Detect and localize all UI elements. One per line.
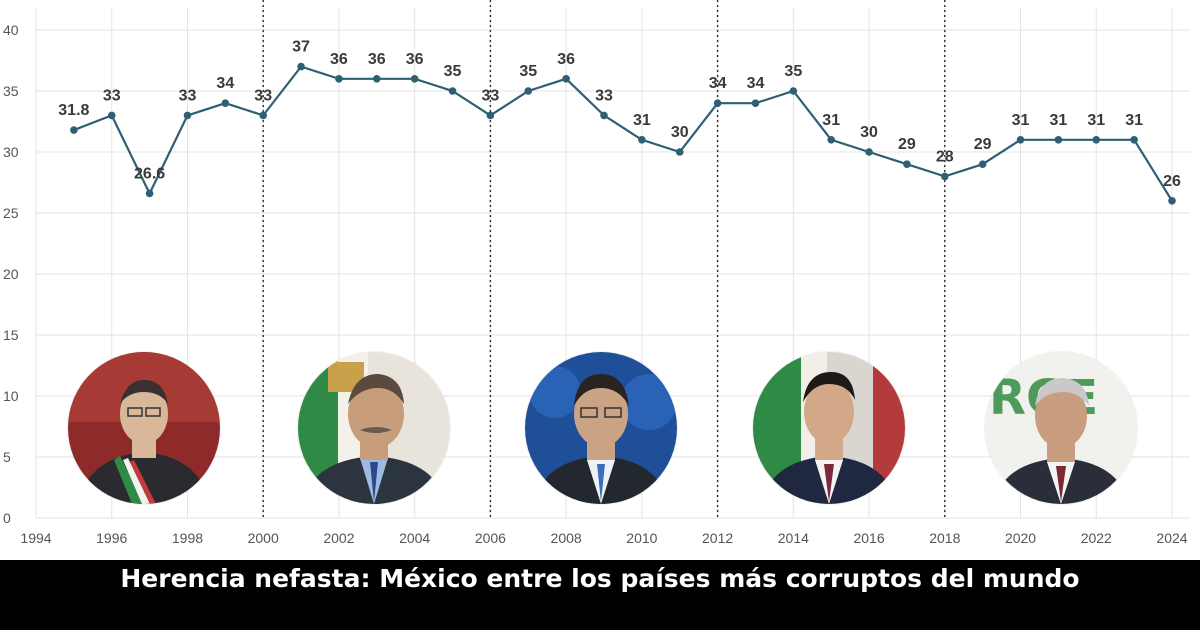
data-label: 31 xyxy=(633,112,651,129)
data-label: 30 xyxy=(860,124,878,141)
data-label: 36 xyxy=(368,51,386,68)
data-point xyxy=(410,75,419,83)
data-label: 33 xyxy=(179,87,197,104)
data-label: 28 xyxy=(936,148,954,165)
caption-title: Herencia nefasta: México entre los paíse… xyxy=(120,564,1080,593)
line-chart: 0 5 10 15 20 25 30 35 40 1994 1996 1998 2000 2002 2004… xyxy=(3,0,1190,546)
data-label: 29 xyxy=(898,136,916,153)
data-label: 36 xyxy=(330,51,348,68)
data-point xyxy=(524,87,533,95)
data-label: 31 xyxy=(1125,112,1143,129)
x-tick-label: 2010 xyxy=(626,530,657,546)
x-tick-label: 2018 xyxy=(929,530,960,546)
data-label: 31 xyxy=(1012,112,1030,129)
data-point xyxy=(107,111,116,120)
data-label: 34 xyxy=(216,75,234,92)
data-point xyxy=(1130,136,1138,144)
portrait-president-2 xyxy=(298,352,450,504)
data-label: 34 xyxy=(709,75,727,92)
y-tick-label: 15 xyxy=(3,327,19,343)
data-label: 33 xyxy=(254,87,272,104)
caption-bar: Herencia nefasta: México entre los paíse… xyxy=(0,560,1200,630)
data-point xyxy=(70,126,78,134)
data-point xyxy=(373,75,381,83)
data-point xyxy=(865,148,873,156)
x-tick-label: 1994 xyxy=(20,530,51,546)
data-label: 33 xyxy=(595,87,613,104)
y-tick-label: 25 xyxy=(3,205,19,221)
data-point xyxy=(789,87,798,95)
data-label: 29 xyxy=(974,136,992,153)
data-label: 35 xyxy=(444,63,462,80)
y-tick-label: 30 xyxy=(3,144,19,160)
data-label: 33 xyxy=(103,87,121,104)
series-line xyxy=(73,65,1173,202)
chart-area: 0 5 10 15 20 25 30 35 40 1994 1996 1998 2000 2002 2004… xyxy=(3,0,1190,546)
data-point xyxy=(600,111,608,120)
data-point xyxy=(448,87,457,95)
data-label: 26 xyxy=(1163,173,1181,190)
x-tick-label: 2000 xyxy=(248,530,279,546)
data-point xyxy=(221,99,230,107)
data-point xyxy=(486,111,495,120)
data-point xyxy=(1168,197,1176,205)
data-point xyxy=(1016,136,1025,144)
x-tick-label: 2016 xyxy=(853,530,884,546)
portrait-president-1 xyxy=(68,352,220,504)
data-point xyxy=(827,136,835,144)
data-label: 26.6 xyxy=(134,165,165,182)
portrait-president-5: RGE xyxy=(985,352,1137,504)
y-tick-label: 20 xyxy=(3,266,19,282)
data-label: 31.8 xyxy=(58,102,89,119)
data-point xyxy=(978,160,987,168)
data-point xyxy=(751,99,760,107)
data-point xyxy=(183,111,192,120)
data-label: 36 xyxy=(557,51,575,68)
x-tick-label: 2022 xyxy=(1081,530,1112,546)
data-label: 36 xyxy=(406,51,424,68)
data-label: 31 xyxy=(1087,112,1105,129)
data-label: 35 xyxy=(519,63,537,80)
x-tick-label: 2014 xyxy=(778,530,809,546)
y-tick-label: 40 xyxy=(3,22,19,38)
x-tick-label: 2004 xyxy=(399,530,430,546)
data-label: 31 xyxy=(1050,112,1068,129)
y-tick-label: 35 xyxy=(3,83,19,99)
y-tick-label: 5 xyxy=(3,449,11,465)
x-tick-label: 1998 xyxy=(172,530,203,546)
data-point xyxy=(941,172,949,181)
data-point xyxy=(1054,136,1063,144)
data-point xyxy=(638,136,646,144)
data-point xyxy=(335,75,343,83)
data-point xyxy=(297,62,305,71)
data-point xyxy=(562,75,570,83)
data-label: 31 xyxy=(822,112,840,129)
data-point xyxy=(259,111,268,120)
x-tick-label: 2006 xyxy=(475,530,506,546)
data-label: 34 xyxy=(747,75,765,92)
data-label: 33 xyxy=(482,87,500,104)
y-tick-label: 10 xyxy=(3,388,19,404)
x-tick-label: 2024 xyxy=(1156,530,1187,546)
y-tick-label: 0 xyxy=(3,510,11,526)
data-label: 30 xyxy=(671,124,689,141)
x-tick-label: 2008 xyxy=(551,530,582,546)
portrait-president-3 xyxy=(525,352,677,504)
data-point xyxy=(145,189,154,198)
data-point xyxy=(713,99,722,107)
x-tick-label: 1996 xyxy=(96,530,127,546)
data-point xyxy=(675,148,684,156)
x-tick-label: 2020 xyxy=(1005,530,1036,546)
x-tick-label: 2012 xyxy=(702,530,733,546)
data-label: 37 xyxy=(292,39,310,56)
data-point xyxy=(1092,136,1101,144)
x-tick-label: 2002 xyxy=(323,530,354,546)
data-label: 35 xyxy=(784,63,802,80)
data-point xyxy=(903,160,911,168)
portrait-president-4 xyxy=(753,352,905,504)
